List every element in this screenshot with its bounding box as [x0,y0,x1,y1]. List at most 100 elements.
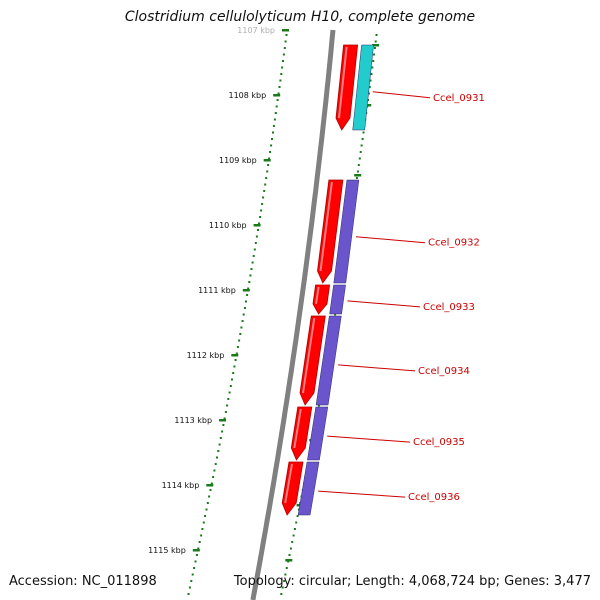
tick-dot [260,209,263,212]
tick-dot [201,528,204,530]
outer-tick-ring [187,34,288,595]
tick-dot [222,424,225,426]
tick-dot [193,567,196,569]
scale-tick [231,354,239,357]
tick-dot [248,281,251,283]
accession-label: Accession: NC_011898 [9,574,157,589]
scale-label: 1115 kbp [148,546,186,555]
tick-dot [358,157,361,160]
scale-label: 1107 kbp [237,26,275,35]
feature-bar [315,315,342,406]
gene-callouts: Ccel_0931 Ccel_0932 Ccel_0933 Ccel_0934 Ccel… [318,91,485,503]
tick-dot [372,60,375,62]
tick-dot [252,255,255,257]
tick-dot [216,456,218,459]
tick-dot [269,151,272,153]
tick-dot [246,294,249,296]
tick-dot [265,177,268,179]
tick-dot [249,274,252,277]
cds-highlight [315,286,320,305]
tick-dot [218,443,221,446]
tick-dot [362,131,365,134]
cds-track [281,44,359,516]
cds-highlight [284,463,293,504]
tick-dot [295,521,298,524]
scale-label: 1112 kbp [187,351,225,360]
feature-bar [352,44,374,131]
tick-dot [238,339,241,342]
tick-dot [200,534,203,537]
tick-dot [194,560,197,563]
cds-highlight [338,46,348,119]
gene-label: Ccel_0935 [413,437,465,448]
scale-tick [263,159,271,162]
cds-arrow [290,406,313,461]
scale-label: 1109 kbp [219,156,257,165]
tick-dot [355,177,358,179]
gene-label: Ccel_0934 [418,366,470,377]
tick-dot [210,482,213,485]
scale-label: 1114 kbp [162,481,200,490]
tick-dot [279,79,282,82]
tick-dot [283,580,286,582]
tick-dot [188,586,191,589]
tick-dot [281,586,284,589]
tick-dot [293,528,296,530]
tick-dot [262,196,265,199]
tick-dot [206,502,209,504]
tick-dot [258,222,260,225]
callout-line [318,490,406,498]
tick-dot [289,547,292,550]
map-title: Clostridium cellulolyticum H10, complete… [124,9,476,25]
tick-dot [375,34,378,36]
tick-dot [191,573,194,576]
tick-dot [224,411,227,413]
tick-dot [374,40,377,43]
tick-dot [227,398,230,400]
tick-dot [334,313,337,316]
callout-line [372,91,431,99]
tick-dot [198,541,201,543]
tick-dot [296,515,299,517]
tick-dot [187,593,190,595]
scale-label: 1110 kbp [209,221,247,230]
tick-dot [275,105,278,108]
cds-highlight [319,181,333,272]
tick-dot [202,521,205,524]
gene-label: Ccel_0932 [428,238,480,249]
tick-dot [243,307,246,309]
tick-dot [357,164,360,166]
tick-dot [204,515,207,517]
gene-label: Ccel_0936 [408,492,460,503]
tick-dot [288,554,291,556]
tick-dot [251,261,254,264]
tick-dot [272,131,274,134]
feature-bar [329,284,346,315]
tick-dot [356,170,359,173]
tick-dot [266,170,269,173]
callout-line [338,364,416,372]
cds-arrow [281,461,304,516]
tick-dot [280,593,283,595]
tick-dot [283,47,286,49]
tick-dot [285,34,288,36]
tick-dot [214,463,217,465]
tick-dot [359,151,362,153]
tick-dot [219,437,222,439]
tick-dot [261,203,264,205]
tick-dot [240,326,243,329]
callout-line [355,236,426,244]
gene-label: Ccel_0931 [433,93,485,104]
tick-dot [291,541,294,543]
scale-tick [372,44,380,47]
tick-dot [278,86,281,88]
cds-arrow [317,179,344,284]
tick-dot [285,567,288,569]
feature-bar [297,461,320,516]
scale-tick [253,224,261,227]
scale-tick [354,174,362,177]
tick-dot [255,235,258,238]
tick-dot [360,144,363,147]
tick-dot [270,144,273,147]
tick-dot [318,404,320,407]
